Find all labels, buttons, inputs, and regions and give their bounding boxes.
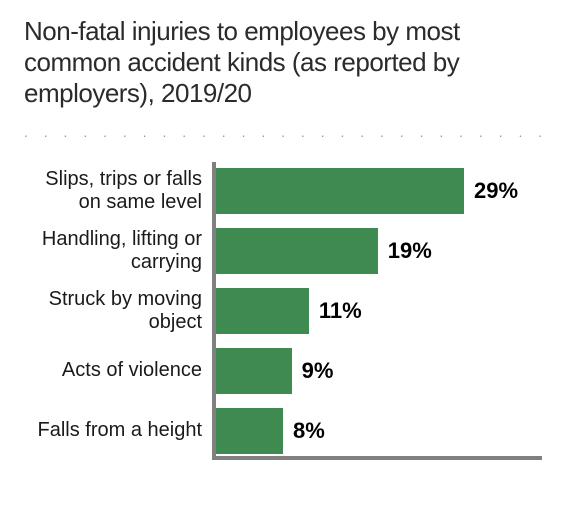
category-label: Struck by moving object xyxy=(24,288,214,334)
bar xyxy=(214,228,378,274)
chart-title: Non-fatal injuries to employees by most … xyxy=(24,16,542,110)
bar-chart: Slips, trips or falls on same level 29% Ha… xyxy=(24,168,542,454)
category-label: Falls from a height xyxy=(24,419,214,442)
bar-row: Handling, lifting or carrying 19% xyxy=(24,228,542,274)
chart-container: Non-fatal injuries to employees by most … xyxy=(0,0,562,492)
value-label: 29% xyxy=(474,178,518,204)
bar-row: Slips, trips or falls on same level 29% xyxy=(24,168,542,214)
bar xyxy=(214,288,309,334)
y-axis xyxy=(212,162,216,460)
bar-row: Falls from a height 8% xyxy=(24,408,542,454)
value-label: 8% xyxy=(293,418,325,444)
bar-zone: 11% xyxy=(214,288,542,334)
value-label: 11% xyxy=(319,298,362,324)
bar-zone: 29% xyxy=(214,168,542,214)
bar xyxy=(214,168,464,214)
bar-zone: 8% xyxy=(214,408,542,454)
bar-row: Acts of violence 9% xyxy=(24,348,542,394)
value-label: 19% xyxy=(388,238,432,264)
bar xyxy=(214,408,283,454)
bar-row: Struck by moving object 11% xyxy=(24,288,542,334)
category-label: Slips, trips or falls on same level xyxy=(24,168,214,214)
x-axis xyxy=(212,456,542,460)
bar xyxy=(214,348,292,394)
category-label: Handling, lifting or carrying xyxy=(24,228,214,274)
category-label: Acts of violence xyxy=(24,359,214,382)
bar-zone: 19% xyxy=(214,228,542,274)
bar-zone: 9% xyxy=(214,348,542,394)
value-label: 9% xyxy=(302,358,334,384)
divider-dots: . . . . . . . . . . . . . . . . . . . . … xyxy=(24,124,542,140)
